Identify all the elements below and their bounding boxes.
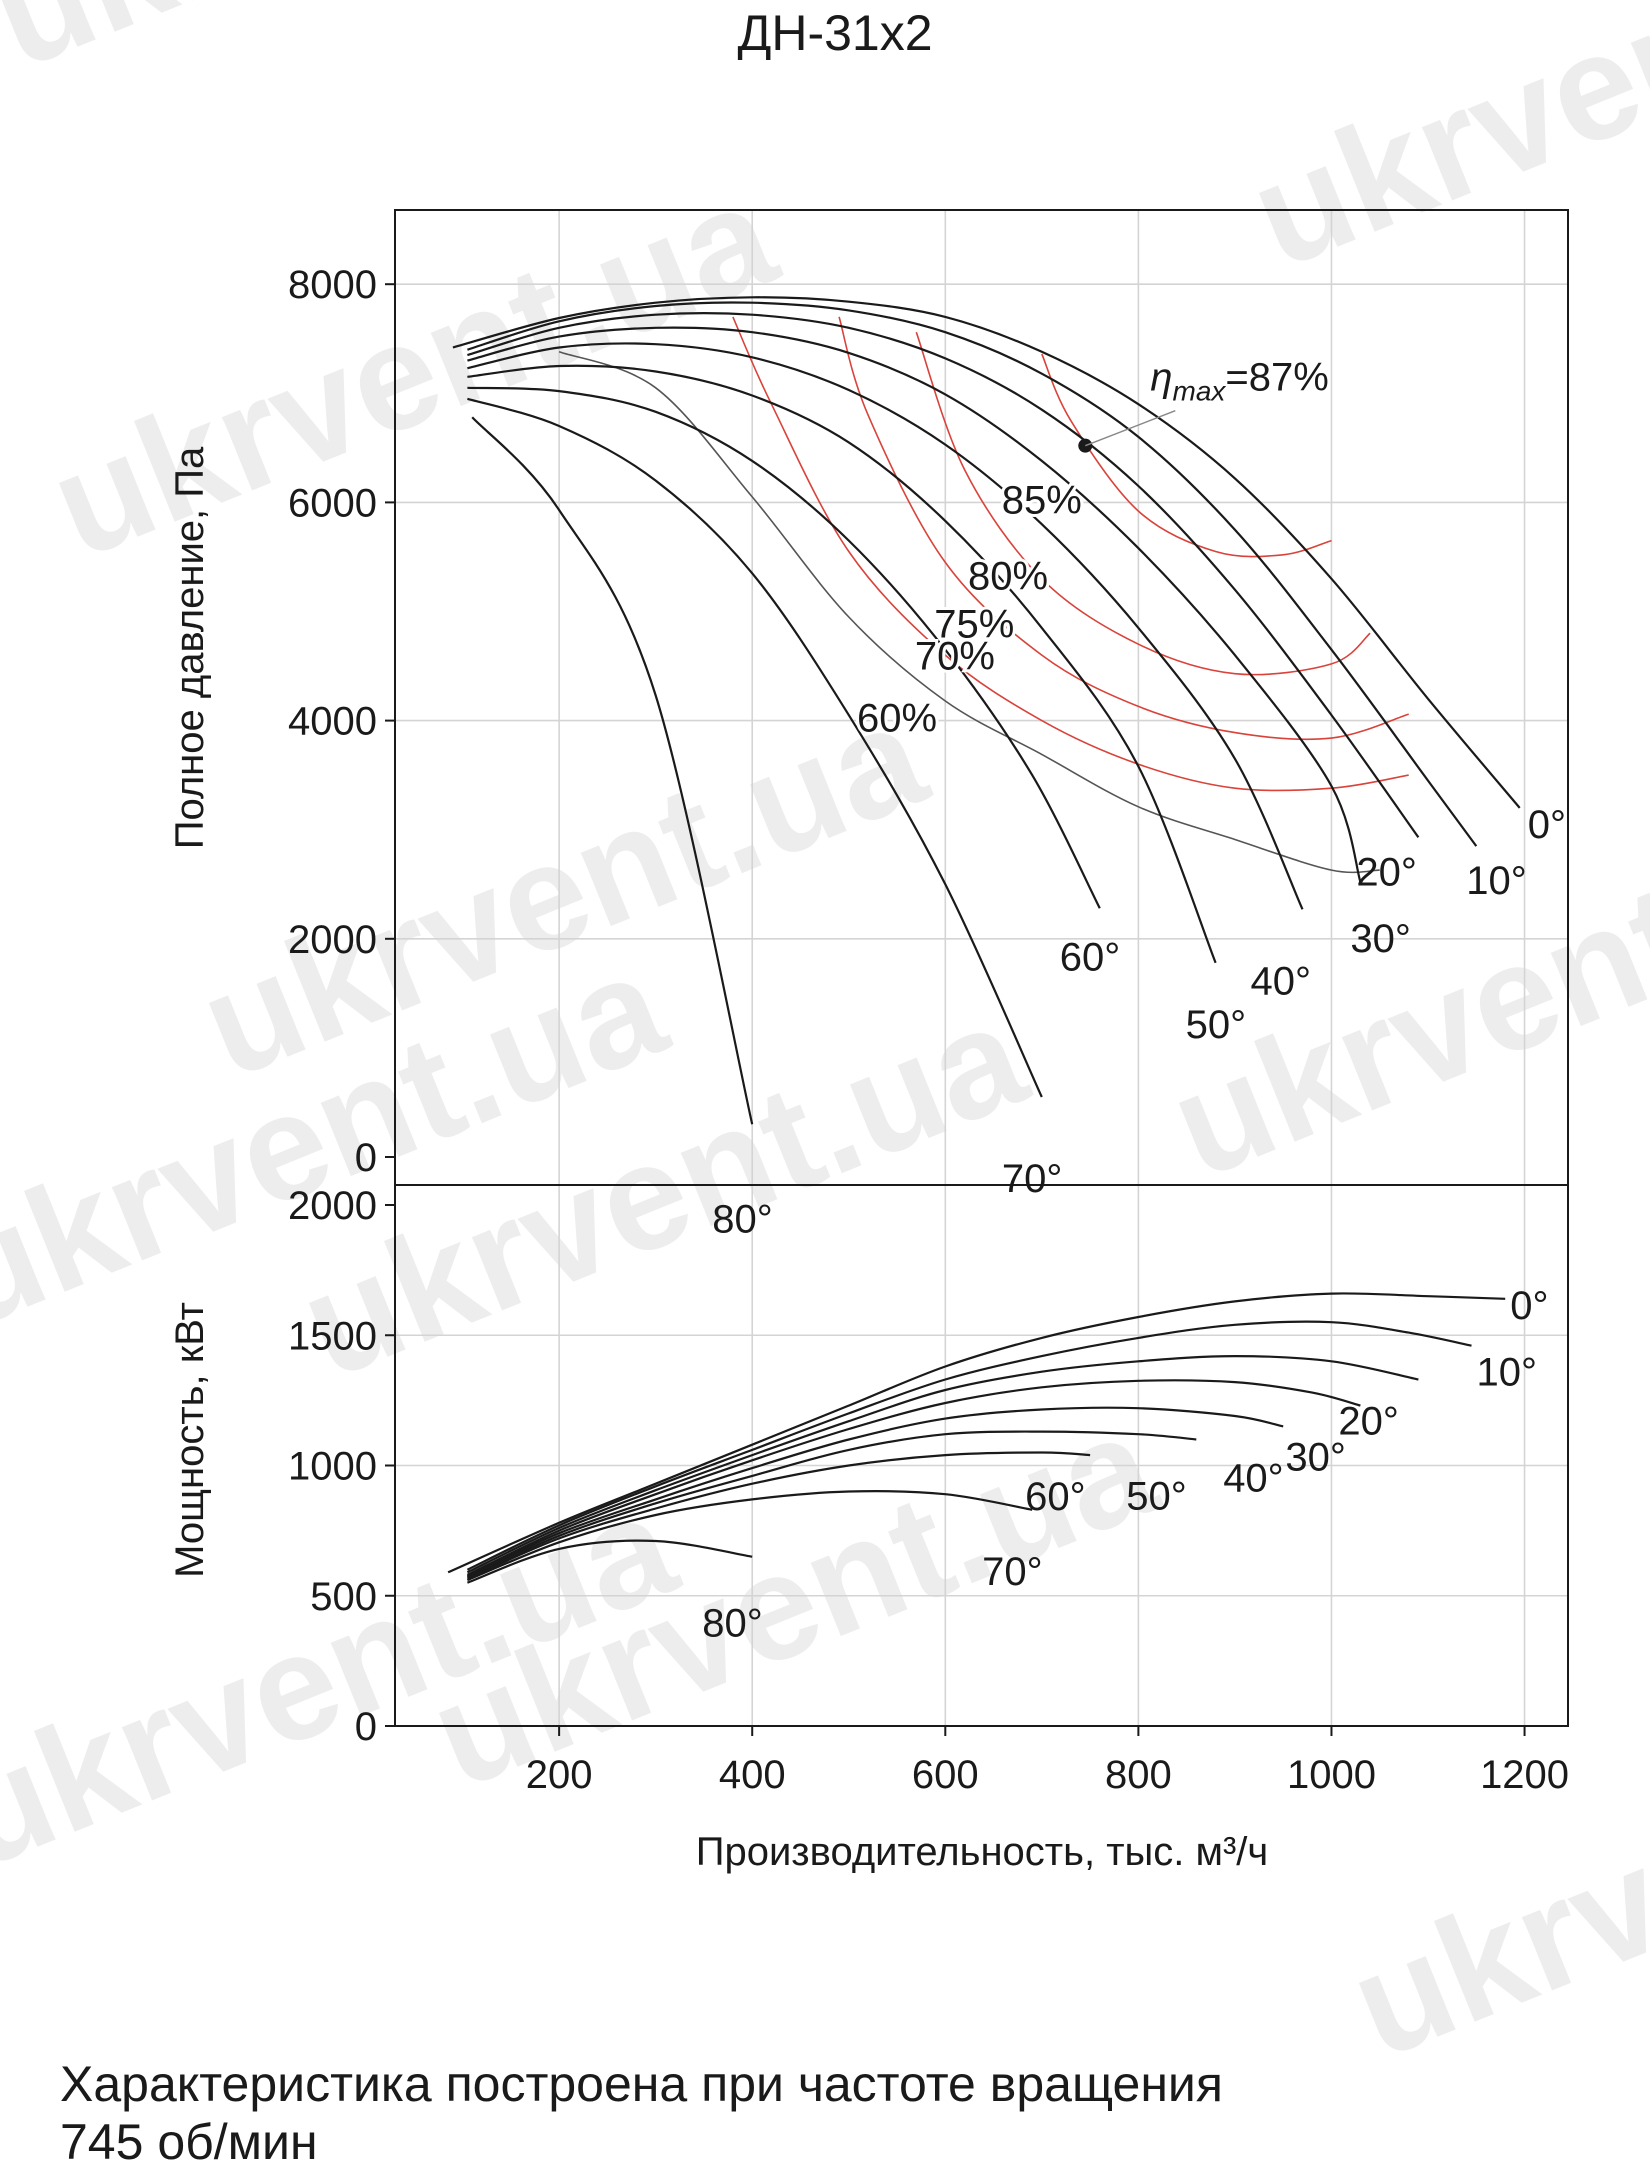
power-curve-label: 10°: [1476, 1351, 1537, 1395]
watermark-text: ukrvent.ua: [1149, 769, 1650, 1210]
efficiency-curve: [838, 316, 1409, 741]
pressure-curve-label: 0°: [1528, 803, 1566, 847]
x-axis-label: Производительность, тыс. м³/ч: [696, 1830, 1269, 1874]
watermark-text: ukrvent.ua: [0, 0, 737, 100]
x-tick-label: 600: [912, 1753, 979, 1797]
y-tick-label: 1000: [288, 1445, 377, 1489]
efficiency-label: 75%: [934, 603, 1014, 647]
caption: Характеристика построена при частоте вра…: [60, 2055, 1223, 2171]
grid: [395, 210, 1568, 1726]
power-curve-label: 60°: [1025, 1475, 1086, 1519]
x-tick-label: 1200: [1480, 1753, 1569, 1797]
y-tick-label: 0: [355, 1705, 377, 1749]
power-curve-label: 0°: [1510, 1284, 1548, 1328]
efficiency-label: 60%: [857, 697, 937, 741]
y-tick-label: 500: [310, 1575, 377, 1619]
x-tick-label: 200: [526, 1753, 593, 1797]
caption-line-1: Характеристика построена при частоте вра…: [60, 2056, 1223, 2112]
y-tick-label: 8000: [288, 263, 377, 307]
pressure-curve-label: 50°: [1186, 1003, 1247, 1047]
power-curve: [466, 1354, 1419, 1574]
power-axis-label: Мощность, кВт: [168, 1302, 212, 1578]
pressure-curve-label: 20°: [1356, 850, 1417, 894]
power-curve-label: 70°: [982, 1550, 1043, 1594]
pressure-curve: [467, 397, 1043, 1098]
efficiency-curve: [915, 331, 1371, 676]
power-curve-label: 20°: [1338, 1400, 1399, 1444]
y-tick-label: 0: [355, 1136, 377, 1180]
pressure-curve-label: 80°: [712, 1197, 773, 1241]
eta-max-leader: [1085, 410, 1176, 447]
y-tick-label: 6000: [288, 481, 377, 525]
pressure-curve: [467, 364, 1217, 964]
pressure-curve: [467, 342, 1304, 910]
chart-title: ДН-31х2: [737, 5, 932, 61]
pressure-curve: [452, 296, 1521, 809]
y-tick-label: 4000: [288, 700, 377, 744]
x-tick-label: 800: [1105, 1753, 1172, 1797]
curve-labels: 0°10°20°30°40°50°60°70°80°0°10°20°30°40°…: [702, 356, 1566, 1646]
power-curve: [466, 1320, 1472, 1571]
power-curve-label: 40°: [1223, 1456, 1284, 1500]
power-curve: [466, 1430, 1197, 1579]
power-curve: [467, 1539, 753, 1584]
power-curve-label: 30°: [1285, 1436, 1346, 1480]
caption-line-2: 745 об/мин: [60, 2114, 318, 2170]
pressure-curve: [467, 386, 1101, 909]
watermark-layer: ukrvent.ua ukrvent.ua ukrvent.ua ukrvent.ua…: [0, 0, 1650, 2090]
watermark-text: ukrvent.ua: [1229, 0, 1650, 300]
x-tick-label: 1000: [1287, 1753, 1376, 1797]
pressure-curve-label: 60°: [1060, 935, 1121, 979]
pressure-curve: [467, 326, 1362, 883]
power-curve: [466, 1490, 1033, 1582]
y-tick-label: 2000: [288, 918, 377, 962]
efficiency-label: 70%: [915, 634, 995, 678]
power-curve: [466, 1406, 1284, 1578]
efficiency-curve: [732, 316, 1409, 792]
y-tick-label: 1500: [288, 1314, 377, 1358]
ticks: 200 400 600 800 1000 120002000400060008000050…: [288, 263, 1569, 1797]
power-curve: [466, 1451, 1091, 1580]
pressure-curve: [467, 301, 1478, 847]
plot-frame: [394, 209, 1569, 1727]
pressure-curve-label: 70°: [1002, 1157, 1063, 1201]
data-curves: [447, 296, 1521, 1584]
pressure-curve-label: 30°: [1350, 917, 1411, 961]
watermark-text: ukrvent.ua: [1329, 1649, 1650, 2090]
efficiency-curve: [1041, 353, 1332, 558]
efficiency-label: 85%: [1002, 478, 1082, 522]
pressure-curve: [471, 416, 754, 1125]
efficiency-label: 80%: [968, 555, 1048, 599]
x-tick-label: 400: [719, 1753, 786, 1797]
watermark-text: ukrvent.ua: [29, 149, 797, 590]
pressure-axis-label: Полное давление, Па: [168, 446, 212, 849]
power-curve: [447, 1292, 1506, 1574]
eta-max-label: ηmax=87%: [1150, 356, 1329, 407]
pressure-curve: [467, 312, 1420, 838]
pressure-curve-label: 10°: [1466, 859, 1527, 903]
pressure-curve-label: 40°: [1251, 959, 1312, 1003]
power-curve: [466, 1379, 1361, 1576]
power-curve-label: 80°: [702, 1602, 763, 1646]
power-curve-label: 50°: [1126, 1474, 1187, 1518]
y-tick-label: 2000: [288, 1184, 377, 1228]
